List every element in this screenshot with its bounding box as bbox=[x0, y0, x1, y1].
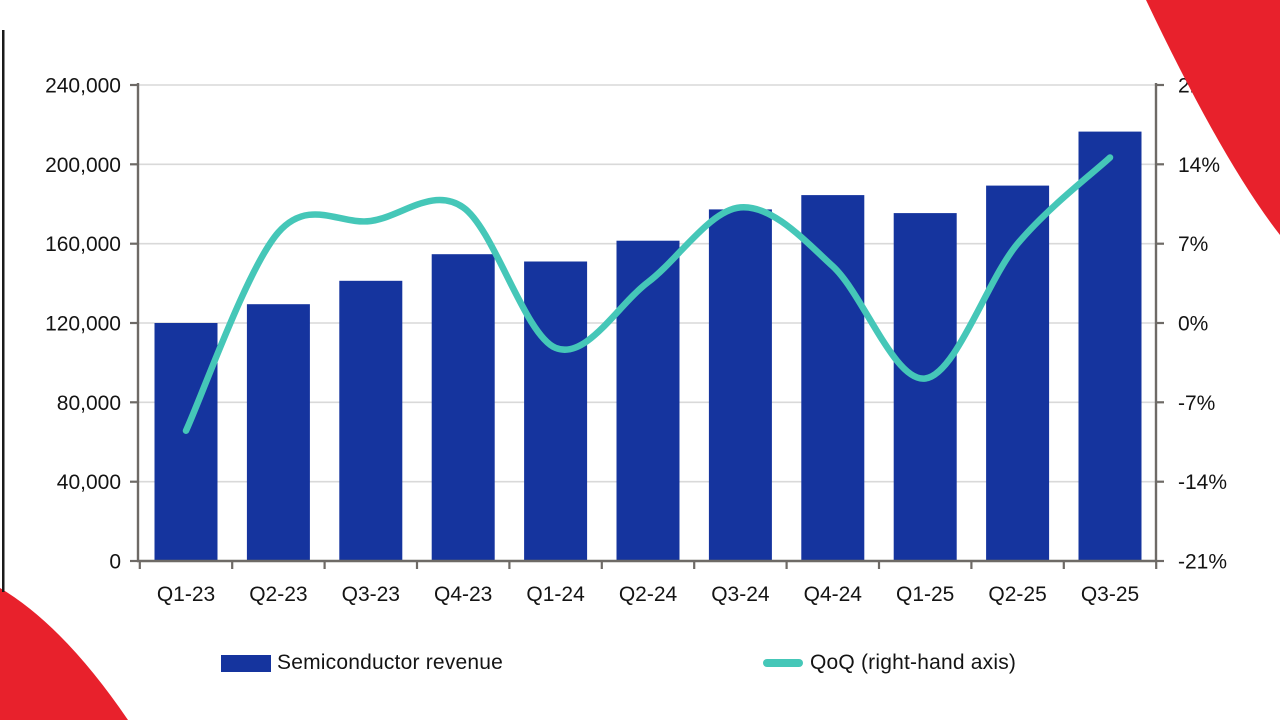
revenue-legend-label: Semiconductor revenue bbox=[277, 651, 503, 674]
right-axis-label: 14% bbox=[1178, 154, 1220, 177]
qoq-line bbox=[182, 154, 1114, 434]
right-axis-label: -14% bbox=[1178, 471, 1227, 494]
left-axis-label: 40,000 bbox=[57, 471, 121, 494]
x-axis-label: Q1-23 bbox=[157, 583, 215, 606]
revenue-bar bbox=[616, 240, 680, 561]
x-axis-label: Q2-23 bbox=[249, 583, 307, 606]
revenue-bar bbox=[524, 261, 588, 561]
revenue-bar bbox=[1078, 131, 1142, 561]
legend-item-qoq: QoQ (right-hand axis) bbox=[763, 646, 1016, 680]
revenue-bar bbox=[246, 304, 310, 561]
revenue-bar bbox=[893, 213, 957, 561]
left-axis-label: 0 bbox=[109, 551, 121, 574]
revenue-bar bbox=[339, 280, 403, 561]
left-axis-label: 200,000 bbox=[45, 154, 121, 177]
left-edge-line bbox=[2, 30, 5, 592]
x-axis-label: Q3-23 bbox=[342, 583, 400, 606]
revenue-bar bbox=[801, 195, 865, 561]
left-axis-label: 120,000 bbox=[45, 313, 121, 336]
x-axis-label: Q4-23 bbox=[434, 583, 492, 606]
revenue-bar bbox=[431, 254, 495, 561]
right-axis-label: -21% bbox=[1178, 551, 1227, 574]
x-axis-label: Q2-25 bbox=[988, 583, 1046, 606]
legend-item-revenue: Semiconductor revenue bbox=[221, 646, 503, 680]
chart-legend: Semiconductor revenue QoQ (right-hand ax… bbox=[0, 646, 1280, 686]
revenue-bar bbox=[708, 209, 772, 561]
x-axis-label: Q1-25 bbox=[896, 583, 954, 606]
x-axis-label: Q2-24 bbox=[619, 583, 678, 606]
x-axis-label: Q3-24 bbox=[711, 583, 770, 606]
left-axis-label: 240,000 bbox=[45, 75, 121, 98]
red-corner-bottom-left bbox=[0, 588, 128, 720]
revenue-bar bbox=[154, 323, 218, 561]
left-axis-label: 160,000 bbox=[45, 233, 121, 256]
qoq-legend-swatch bbox=[763, 659, 803, 667]
right-axis-label: 7% bbox=[1178, 233, 1208, 256]
left-axis-label: 80,000 bbox=[57, 392, 121, 415]
right-axis-label: 0% bbox=[1178, 313, 1208, 336]
red-corner-top-right bbox=[1146, 0, 1280, 235]
right-axis-label: -7% bbox=[1178, 392, 1215, 415]
x-axis-label: Q1-24 bbox=[526, 583, 585, 606]
revenue-legend-swatch bbox=[221, 654, 271, 672]
x-axis-label: Q4-24 bbox=[804, 583, 863, 606]
x-axis-label: Q3-25 bbox=[1081, 583, 1139, 606]
qoq-legend-label: QoQ (right-hand axis) bbox=[810, 651, 1017, 674]
